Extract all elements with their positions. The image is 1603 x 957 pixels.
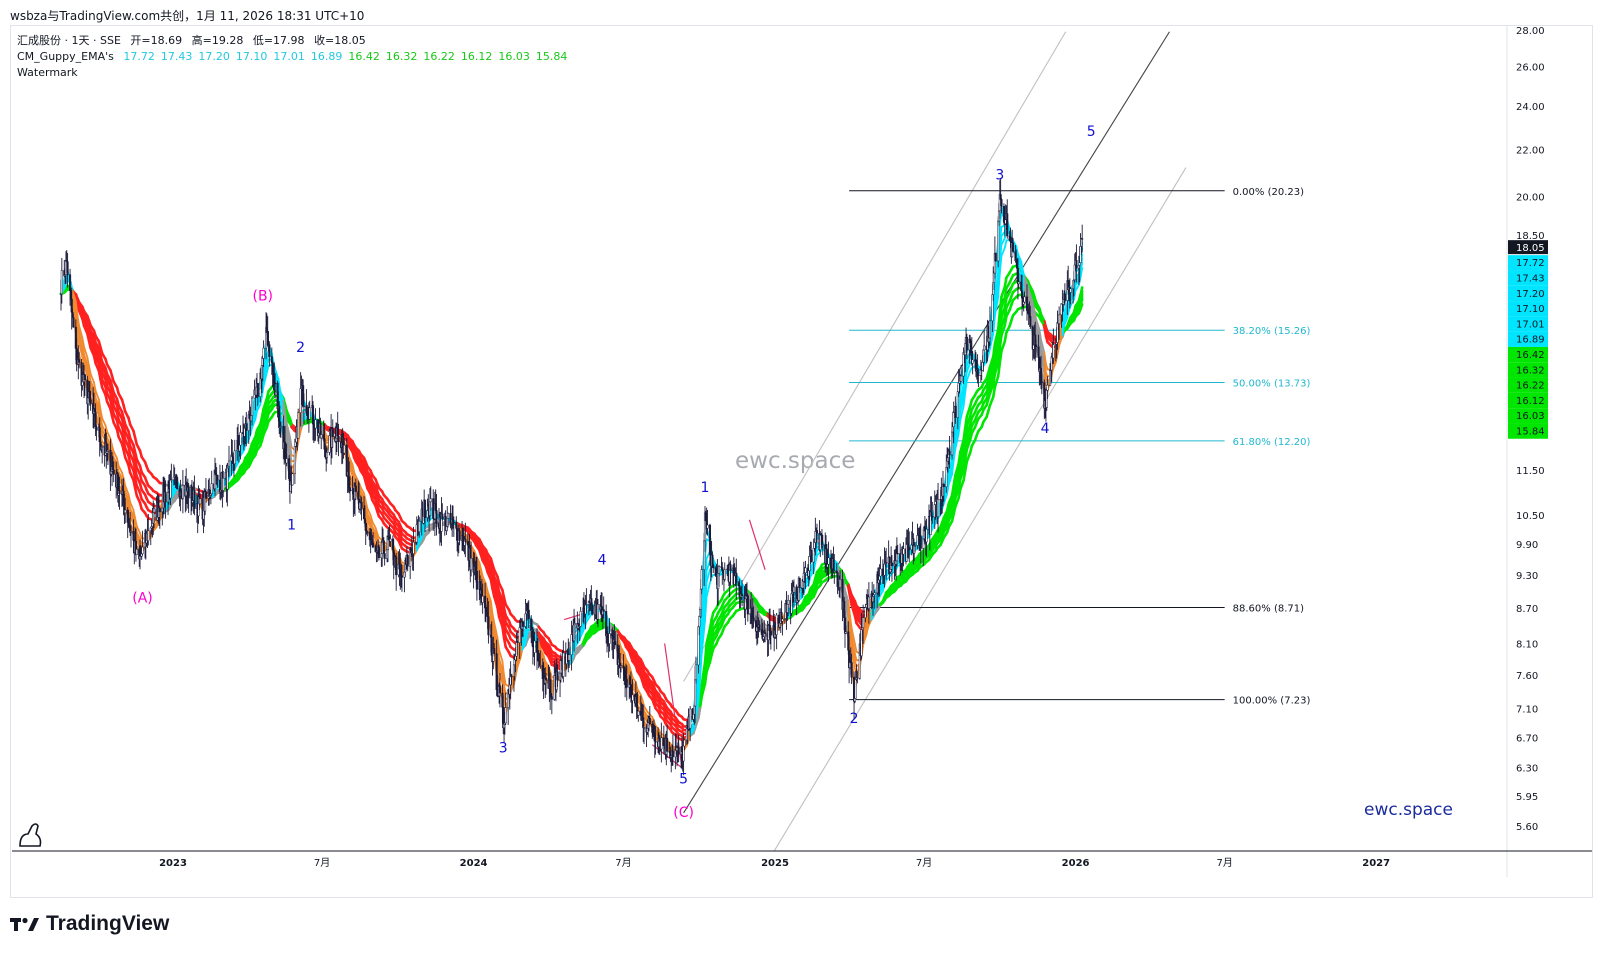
close-value: 收=18.05: [314, 34, 366, 47]
legend-ema-value: 16.03: [498, 50, 530, 63]
legend-ema-value: 16.22: [423, 50, 455, 63]
legend-indicator-row: CM_Guppy_EMA's 17.72 17.43 17.20 17.10 17.01…: [17, 49, 573, 65]
legend-ema-value: 16.32: [385, 50, 418, 63]
legend-ema-value: 16.42: [348, 50, 380, 63]
legend-ema-value: 17.01: [273, 50, 305, 63]
legend-watermark-row: Watermark: [17, 65, 573, 81]
legend-ema-value: 17.20: [198, 50, 230, 63]
legend-ema-value: 15.84: [535, 50, 568, 63]
brand-watermark: ewc.space: [1364, 800, 1453, 820]
open-value: 开=18.69: [130, 34, 183, 47]
legend-symbol-row: 汇成股份 · 1天 · SSE 开=18.69 高=19.28 低=17.98 …: [17, 33, 573, 49]
high-value: 高=19.28: [191, 34, 244, 47]
watermark-indicator-name[interactable]: Watermark: [17, 66, 78, 79]
legend-ema-value: 16.12: [460, 50, 493, 63]
legend-ema-value: 17.10: [235, 50, 268, 63]
chart-header: wsbza与TradingView.com共创，1月 11, 2026 18:3…: [10, 9, 365, 23]
low-value: 低=17.98: [252, 34, 305, 47]
symbol-label[interactable]: 汇成股份 · 1天 · SSE: [17, 34, 121, 47]
legend-ema-value: 16.89: [310, 50, 343, 63]
indicator-name[interactable]: CM_Guppy_EMA's: [17, 50, 114, 63]
legend: 汇成股份 · 1天 · SSE 开=18.69 高=19.28 低=17.98 …: [17, 33, 573, 81]
legend-ema-value: 17.43: [160, 50, 193, 63]
chart-watermark: ewc.space: [735, 448, 856, 474]
legend-ema-value: 17.72: [123, 50, 155, 63]
